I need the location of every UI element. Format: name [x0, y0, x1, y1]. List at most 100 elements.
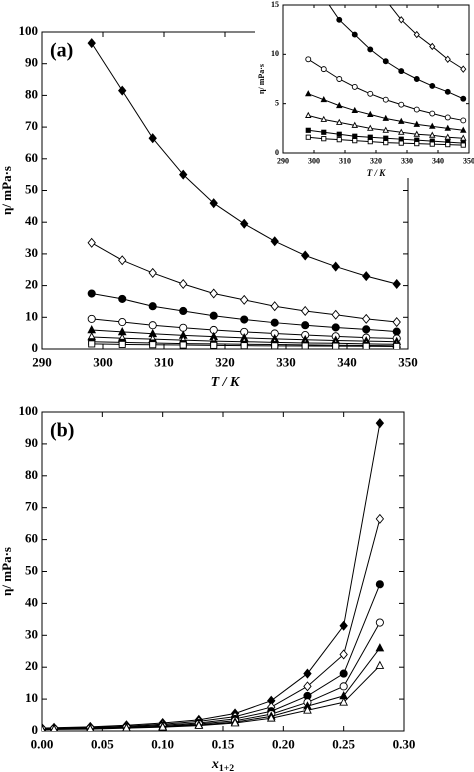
x-tick-label: 0.25 [332, 736, 355, 751]
marker [266, 713, 276, 722]
x-tick-label: 300 [93, 354, 113, 369]
marker [460, 117, 467, 124]
marker [367, 90, 374, 97]
x-tick-label: 0.00 [31, 736, 54, 751]
x-axis-label-text: x [211, 757, 219, 772]
marker [413, 76, 420, 82]
x-tick-label: 350 [463, 157, 474, 166]
marker [179, 341, 187, 349]
marker [240, 315, 249, 324]
series-line [389, 5, 464, 70]
marker [332, 342, 340, 349]
marker [398, 16, 405, 24]
marker [351, 106, 359, 114]
marker [210, 341, 218, 349]
marker [375, 618, 384, 627]
panel: 0 5 10 15 290 300 310 320 330 340 350 T / K η/ mPa·s [255, 0, 474, 178]
plot-frame [282, 4, 470, 154]
marker [240, 342, 248, 349]
marker [382, 114, 390, 121]
marker [148, 267, 157, 278]
y-tick-label: 90 [25, 55, 38, 70]
marker [149, 341, 157, 349]
marker [336, 76, 343, 82]
y-tick-label: 100 [19, 23, 39, 38]
marker [194, 720, 204, 729]
x-axis-label: T / K [367, 168, 386, 178]
y-tick-label: 15 [271, 0, 279, 9]
marker [240, 294, 249, 305]
x-tick-label: 0.10 [151, 736, 174, 751]
marker [305, 90, 312, 97]
y-tick-label: 10 [271, 49, 279, 58]
x-axis-label: T / K [211, 375, 241, 390]
marker [362, 313, 371, 324]
x-tick-label: 290 [277, 157, 289, 166]
y-tick-label: 0 [275, 148, 279, 157]
marker [398, 140, 404, 146]
marker [148, 133, 157, 144]
marker [331, 261, 340, 272]
plot-area [42, 418, 385, 731]
x-tick-label: 0.05 [91, 736, 114, 751]
x-tick-label: 340 [337, 354, 357, 369]
marker [87, 237, 96, 248]
marker [398, 101, 405, 108]
marker [392, 327, 401, 336]
marker [86, 724, 94, 731]
x-axis-label-text: T / K [367, 168, 386, 178]
marker [301, 305, 310, 316]
marker [305, 56, 312, 63]
marker [382, 58, 389, 65]
marker [392, 317, 401, 328]
x-tick-label: 0.15 [212, 736, 235, 751]
marker [339, 682, 348, 691]
y-tick-label: 20 [25, 277, 38, 292]
marker [336, 118, 343, 125]
x-tick-label: 320 [215, 354, 235, 369]
panel: 0 10 20 30 40 50 60 70 80 90 100 0.00 0.05 0.10 0.15 0.… [0, 403, 415, 772]
marker [305, 111, 312, 118]
marker [321, 129, 327, 135]
marker [367, 134, 373, 140]
y-tick-label: 50 [25, 181, 38, 196]
marker [339, 697, 349, 706]
marker [367, 139, 373, 145]
series-line [42, 584, 381, 730]
marker [42, 724, 46, 731]
marker [429, 82, 436, 89]
x-axis-label-text: T / K [211, 375, 241, 390]
marker [271, 342, 279, 349]
marker [444, 55, 451, 63]
y-axis-label: η/ mPa·s [257, 64, 266, 94]
marker [444, 88, 451, 95]
marker [460, 95, 467, 102]
x-tick-label: 300 [308, 157, 320, 166]
marker [339, 669, 348, 678]
series-line [42, 622, 381, 730]
x-tick-label: 330 [276, 354, 296, 369]
plot-frame [41, 31, 409, 350]
marker [321, 136, 327, 142]
marker [352, 133, 358, 139]
marker [179, 278, 188, 290]
y-axis-label: η/ mPa·s [0, 547, 14, 596]
marker [382, 126, 390, 133]
y-tick-label: 10 [25, 308, 38, 323]
marker [429, 42, 436, 51]
marker [398, 128, 405, 135]
y-tick-label: 20 [25, 658, 38, 673]
marker [158, 722, 168, 731]
marker [460, 134, 467, 141]
marker [209, 311, 218, 320]
marker [444, 124, 452, 131]
plot-area [305, 5, 467, 148]
marker [87, 38, 96, 49]
marker [148, 302, 157, 311]
marker [362, 325, 371, 334]
marker [87, 314, 96, 323]
marker [118, 294, 127, 303]
plot-frame [41, 411, 405, 732]
